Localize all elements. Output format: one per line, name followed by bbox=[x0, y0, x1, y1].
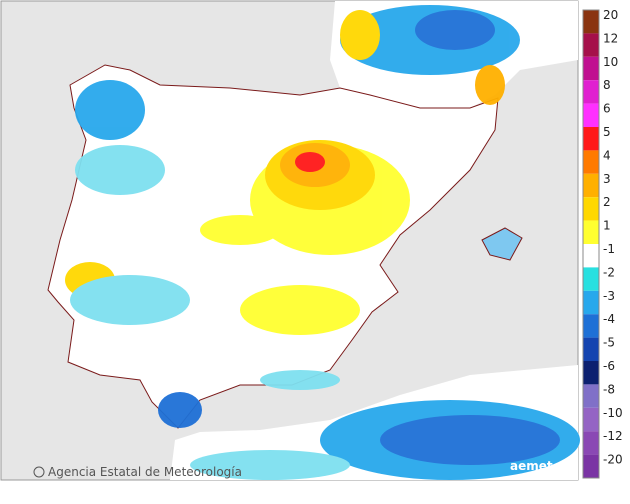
legend-label: -20 bbox=[603, 453, 623, 467]
legend-swatch bbox=[583, 337, 599, 361]
map bbox=[0, 0, 580, 481]
legend-swatch bbox=[583, 384, 599, 408]
legend-swatch bbox=[583, 314, 599, 338]
legend-label: -8 bbox=[603, 382, 615, 396]
legend-swatch bbox=[583, 33, 599, 57]
legend-swatch bbox=[583, 244, 599, 268]
legend-label: -3 bbox=[603, 289, 615, 303]
balearics bbox=[481, 227, 523, 261]
aemet-logo: aemet bbox=[510, 459, 553, 473]
legend-swatch bbox=[583, 290, 599, 315]
legend-swatch bbox=[583, 454, 599, 478]
legend-label: -12 bbox=[603, 429, 623, 443]
legend-label: -4 bbox=[603, 312, 615, 326]
legend-label: -1 bbox=[603, 242, 615, 256]
legend-label: 1 bbox=[603, 219, 611, 233]
anomaly-fields bbox=[65, 5, 580, 480]
legend-label: -2 bbox=[603, 265, 615, 279]
legend-swatch bbox=[583, 56, 599, 81]
legend-label: -10 bbox=[603, 406, 623, 420]
legend-swatch bbox=[583, 197, 599, 221]
legend-label: 2 bbox=[603, 195, 611, 209]
legend-label: 3 bbox=[603, 172, 611, 186]
iberia bbox=[47, 64, 499, 429]
legend-swatch bbox=[583, 431, 599, 455]
legend-swatch bbox=[583, 10, 599, 34]
copyright-icon bbox=[33, 466, 45, 478]
legend-frame bbox=[582, 9, 600, 479]
legend-label: 5 bbox=[603, 125, 611, 139]
legend-label: 10 bbox=[603, 55, 618, 69]
agency-name: Agencia Estatal de Meteorología bbox=[48, 465, 242, 479]
legend-swatch bbox=[583, 220, 599, 244]
legend-swatch bbox=[583, 407, 599, 432]
legend: 20 12 10 8 6 5 4 3 2 1 -1 -2 -3 -4 -5 -6 -8 -10 -12 -20 bbox=[582, 8, 623, 479]
legend-swatch bbox=[583, 127, 599, 151]
legend-label: 4 bbox=[603, 148, 611, 162]
legend-swatch bbox=[583, 150, 599, 174]
legend-swatch bbox=[583, 103, 599, 127]
legend-swatch bbox=[583, 361, 599, 385]
legend-label: 8 bbox=[603, 78, 611, 92]
legend-label: 12 bbox=[603, 31, 618, 45]
legend-swatch bbox=[583, 80, 599, 104]
legend-label: 6 bbox=[603, 102, 611, 116]
legend-label: -6 bbox=[603, 359, 615, 373]
legend-label: 20 bbox=[603, 8, 618, 22]
legend-swatch bbox=[583, 173, 599, 198]
legend-swatch bbox=[583, 267, 599, 291]
legend-label: -5 bbox=[603, 336, 615, 350]
